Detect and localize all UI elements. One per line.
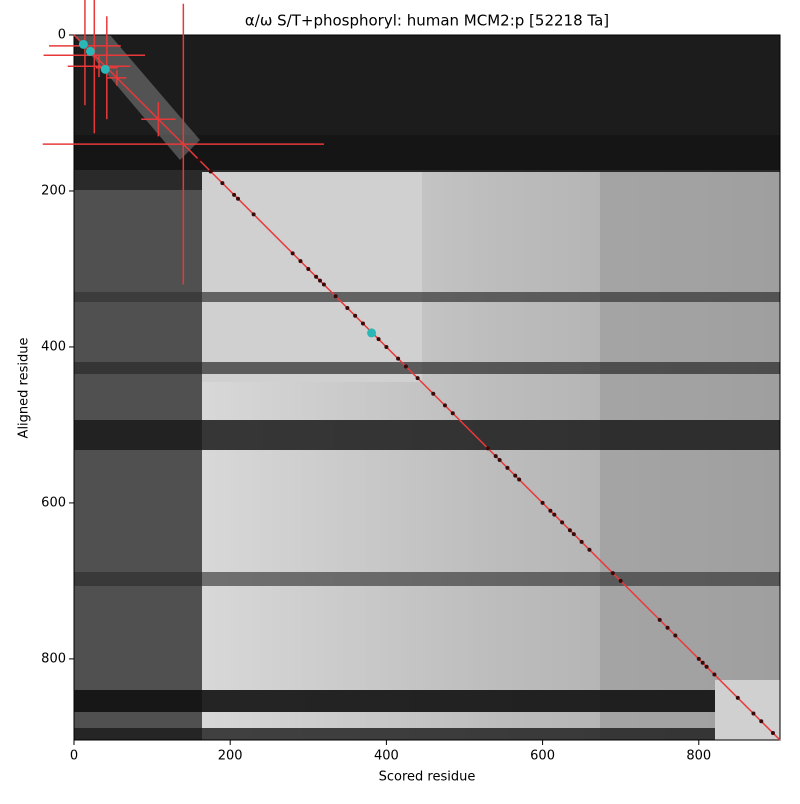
- point: [353, 313, 358, 318]
- point: [450, 411, 455, 416]
- point: [318, 278, 323, 283]
- y-tick-label: 400: [41, 339, 66, 354]
- y-tick-label: 200: [41, 183, 66, 198]
- point: [236, 196, 241, 201]
- point: [415, 376, 420, 381]
- point: [735, 695, 740, 700]
- point: [232, 192, 237, 197]
- highlight-point: [78, 39, 88, 49]
- y-tick-label: 600: [41, 495, 66, 510]
- x-axis-label: Scored residue: [379, 770, 476, 785]
- point: [513, 473, 518, 478]
- point: [548, 508, 553, 513]
- point: [560, 520, 565, 525]
- highlight-point: [85, 46, 95, 56]
- point: [700, 660, 705, 665]
- chart-title: α/ω S/T+phosphoryl: human MCM2:p [52218 …: [245, 12, 609, 30]
- point: [442, 403, 447, 408]
- point: [196, 157, 201, 162]
- x-tick-label: 800: [686, 749, 711, 764]
- heatmap: [74, 35, 780, 740]
- point: [208, 169, 213, 174]
- point: [540, 500, 545, 505]
- point: [251, 212, 256, 217]
- x-tick-label: 400: [374, 749, 399, 764]
- point: [696, 656, 701, 661]
- point: [759, 719, 764, 724]
- point: [306, 266, 311, 271]
- point: [517, 477, 522, 482]
- point: [396, 356, 401, 361]
- x-tick-label: 200: [218, 749, 243, 764]
- point: [403, 364, 408, 369]
- point: [384, 344, 389, 349]
- point: [770, 730, 775, 735]
- x-tick-label: 600: [530, 749, 555, 764]
- point: [712, 672, 717, 677]
- point: [497, 458, 502, 463]
- y-axis-label: Aligned residue: [17, 338, 32, 439]
- point: [321, 282, 326, 287]
- point: [665, 625, 670, 630]
- highlight-point: [367, 328, 377, 338]
- point: [552, 512, 557, 517]
- point: [333, 294, 338, 299]
- point: [673, 633, 678, 638]
- fit-line: [73, 34, 781, 741]
- point: [567, 528, 572, 533]
- point: [345, 305, 350, 310]
- point: [493, 454, 498, 459]
- point: [587, 547, 592, 552]
- point: [298, 259, 303, 264]
- point: [704, 664, 709, 669]
- point: [571, 532, 576, 537]
- point: [618, 578, 623, 583]
- point: [360, 321, 365, 326]
- point: [290, 251, 295, 256]
- y-tick-label: 0: [58, 28, 66, 43]
- point: [579, 539, 584, 544]
- point: [431, 391, 436, 396]
- x-tick-label: 0: [70, 749, 78, 764]
- point: [657, 617, 662, 622]
- y-tick-label: 800: [41, 651, 66, 666]
- highlight-point: [100, 64, 110, 74]
- point: [485, 446, 490, 451]
- point: [376, 337, 381, 342]
- point: [220, 181, 225, 186]
- point: [314, 274, 319, 279]
- point: [751, 711, 756, 716]
- plot-frame: [73, 34, 781, 741]
- point: [505, 465, 510, 470]
- point: [610, 571, 615, 576]
